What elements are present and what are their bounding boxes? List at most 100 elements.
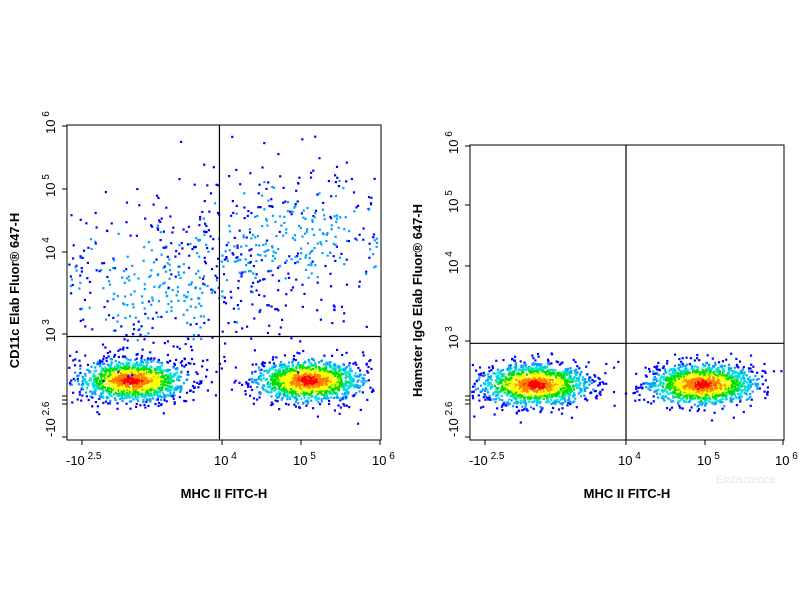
event-dot — [223, 355, 226, 358]
event-dot — [199, 380, 202, 383]
event-dot — [306, 391, 309, 394]
event-dot — [172, 391, 175, 394]
event-dot — [274, 399, 277, 402]
event-dot — [158, 394, 162, 397]
event-dot — [506, 381, 509, 384]
event-dot — [341, 372, 344, 375]
event-dot — [571, 389, 574, 392]
event-dot — [478, 376, 481, 379]
event-dot — [352, 380, 356, 383]
event-dot — [167, 376, 170, 379]
event-dot — [344, 397, 347, 400]
event-dot — [214, 274, 217, 277]
event-dot — [256, 280, 260, 283]
event-dot — [290, 386, 293, 389]
event-dot — [100, 268, 103, 272]
event-dot — [169, 394, 172, 397]
event-dot — [503, 372, 506, 376]
event-dot — [558, 372, 561, 375]
event-dot — [312, 407, 315, 410]
event-dot — [248, 378, 251, 381]
event-dot — [269, 385, 272, 389]
event-dot — [567, 372, 570, 376]
event-dot — [110, 385, 113, 388]
event-dot — [514, 363, 517, 367]
event-dot — [196, 372, 199, 376]
event-dot — [253, 317, 256, 320]
event-dot — [512, 373, 515, 376]
event-dot — [203, 283, 206, 286]
event-dot — [148, 367, 151, 371]
event-dot — [536, 384, 539, 387]
event-dot — [328, 392, 331, 395]
event-dot — [243, 206, 246, 209]
event-dot — [275, 394, 278, 397]
population-0 — [471, 352, 637, 424]
event-dot — [529, 378, 532, 381]
event-dot — [554, 393, 558, 396]
event-dot — [561, 375, 564, 378]
event-dot — [162, 246, 165, 249]
event-dot — [535, 362, 538, 365]
event-dot — [114, 388, 117, 391]
event-dot — [372, 236, 375, 239]
event-dot — [80, 307, 83, 310]
event-dot — [286, 386, 289, 389]
event-dot — [162, 282, 165, 285]
event-dot — [164, 377, 167, 380]
event-dot — [580, 370, 583, 374]
event-dot — [94, 242, 97, 245]
event-dot — [149, 400, 152, 403]
event-dot — [183, 299, 186, 303]
event-dot — [472, 390, 475, 393]
event-dot — [305, 382, 308, 385]
event-dot — [104, 375, 107, 378]
event-dot — [318, 403, 322, 406]
event-dot — [358, 375, 361, 378]
event-dot — [95, 378, 98, 381]
event-dot — [519, 384, 522, 387]
event-dot — [305, 387, 308, 390]
event-dot — [149, 351, 152, 354]
event-dot — [540, 395, 543, 398]
event-dot — [337, 378, 341, 381]
event-dot — [551, 385, 554, 388]
event-dot — [72, 257, 75, 260]
event-dot — [273, 365, 276, 368]
event-dot — [208, 210, 211, 213]
event-dot — [533, 387, 536, 390]
event-dot — [499, 390, 502, 393]
event-dot — [187, 338, 190, 341]
event-dot — [556, 376, 559, 379]
event-dot — [265, 219, 268, 222]
event-dot — [536, 381, 539, 384]
event-dot — [148, 398, 151, 401]
event-dot — [271, 403, 274, 406]
event-dot — [157, 228, 160, 231]
event-dot — [129, 368, 132, 371]
event-dot — [81, 394, 84, 397]
event-dot — [89, 370, 92, 374]
event-dot — [293, 403, 296, 406]
event-dot — [275, 235, 278, 238]
event-dot — [108, 381, 111, 384]
event-dot — [523, 408, 526, 411]
event-dot — [501, 408, 504, 412]
event-dot — [489, 381, 492, 384]
event-dot — [550, 391, 553, 394]
event-dot — [516, 387, 519, 390]
event-dot — [141, 374, 144, 377]
event-dot — [567, 377, 570, 380]
event-dot — [210, 288, 213, 291]
event-dot — [257, 192, 260, 195]
event-dot — [68, 263, 71, 266]
event-dot — [193, 246, 196, 249]
event-dot — [87, 384, 90, 387]
event-dot — [94, 383, 97, 387]
event-dot — [144, 382, 147, 385]
event-dot — [543, 366, 546, 369]
event-dot — [328, 366, 332, 369]
event-dot — [524, 378, 527, 381]
event-dot — [267, 249, 270, 252]
event-dot — [582, 378, 585, 381]
